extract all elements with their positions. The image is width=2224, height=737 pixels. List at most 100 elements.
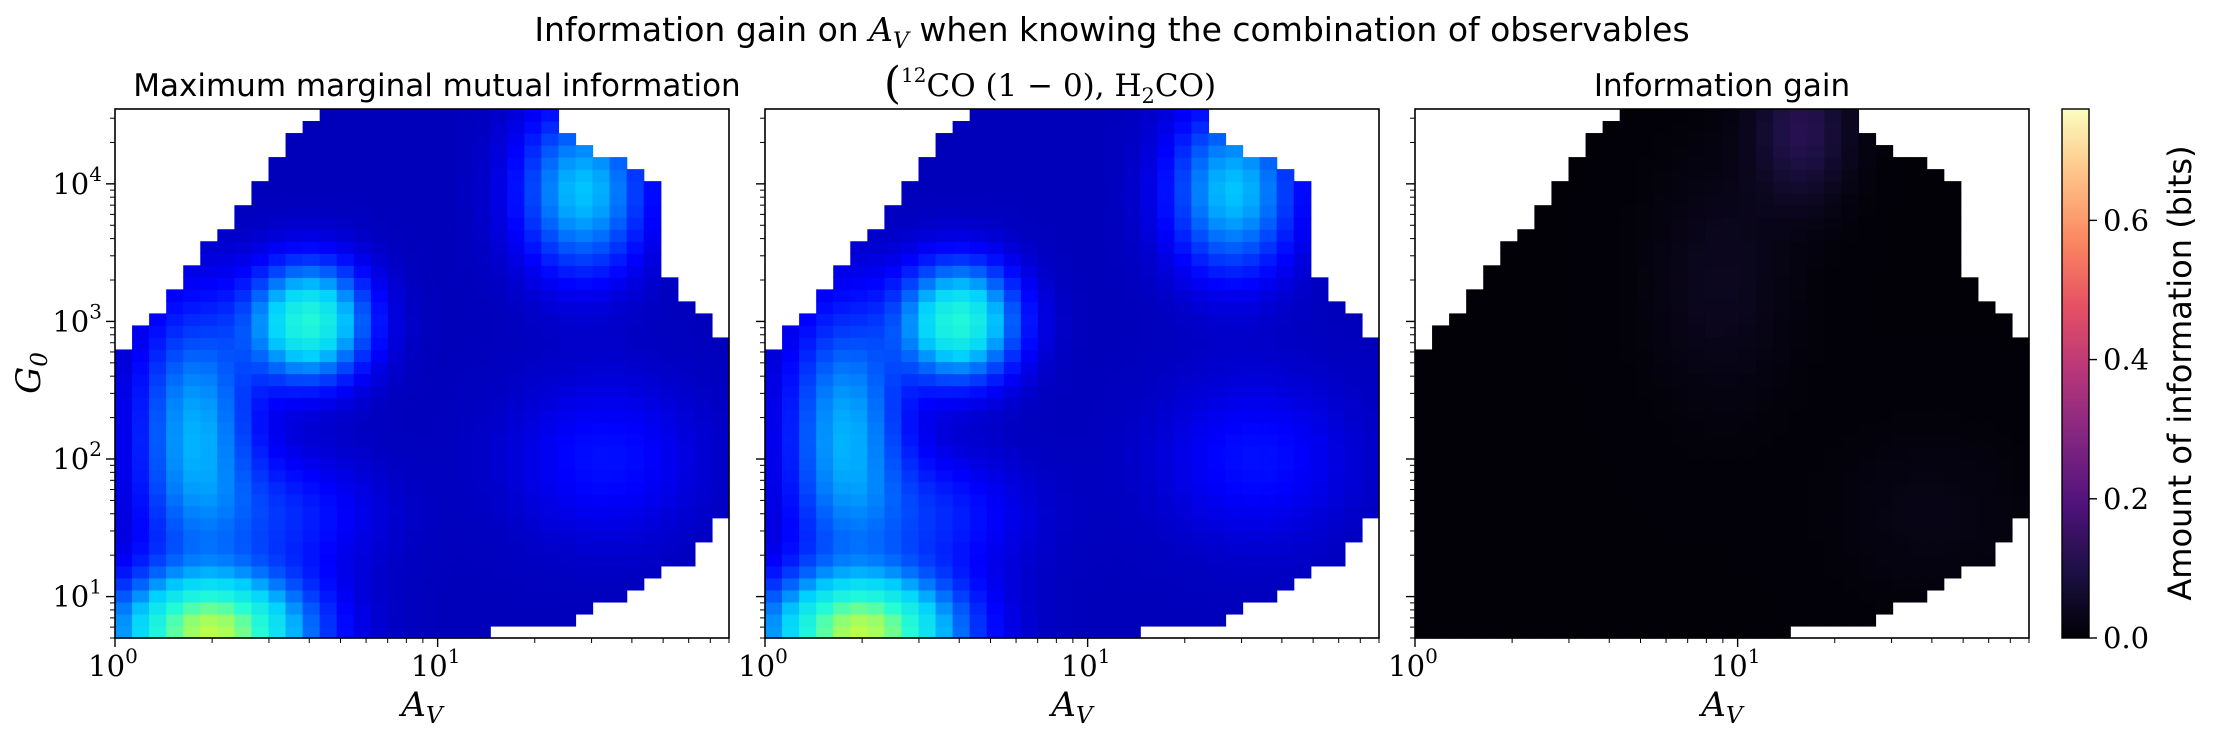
heatmap-cell [1824,505,1842,519]
heatmap-cell [1926,577,1945,591]
heatmap-cell [1790,121,1808,134]
heatmap-cell [1242,193,1261,206]
heatmap-cell [1994,481,2013,495]
heatmap-cell [1653,481,1672,495]
heatmap-cell [1089,325,1107,339]
heatmap-cell [1790,181,1808,194]
heatmap-cell [1585,385,1604,399]
heatmap-cell [1841,181,1860,194]
heatmap-cell [986,133,1005,146]
heatmap-cell [1517,265,1535,278]
heatmap-cell [507,601,525,615]
heatmap-cell [1807,601,1825,615]
heatmap-cell [1517,481,1535,495]
heatmap-cell [1500,469,1518,483]
heatmap-cell [1756,601,1774,615]
heatmap-cell [1242,505,1261,519]
heatmap-cell [952,553,971,567]
heatmap-cell [1824,289,1842,302]
heatmap-cell [490,589,508,603]
heatmap-cell [1994,373,2013,387]
heatmap-cell [850,589,868,603]
heatmap-cell [541,613,560,627]
heatmap-cell [1191,157,1210,170]
heatmap-cell [302,505,321,519]
heatmap-cell [132,577,150,591]
heatmap-cell [1585,133,1604,146]
heatmap-cell [1054,433,1073,447]
heatmap-cell [1089,373,1107,387]
heatmap-cell [816,601,834,615]
heatmap-cell [1020,457,1039,471]
heatmap-cell [986,241,1005,254]
heatmap-cell [1054,373,1073,387]
heatmap-cell [1892,229,1911,242]
heatmap-cell [1259,445,1278,459]
heatmap-cell [952,445,971,459]
heatmap-cell [1892,493,1911,507]
heatmap-cell [1926,397,1945,411]
heatmap-cell [1054,289,1073,302]
heatmap-cell [422,541,440,555]
heatmap-cell [1432,457,1450,471]
heatmap-cell [490,601,508,615]
heatmap-cell [1636,145,1655,158]
heatmap-cell [1790,337,1808,351]
heatmap-cell [1841,289,1860,302]
heatmap-cell [387,445,406,459]
heatmap-cell [285,493,304,507]
heatmap-cell [1875,313,1894,327]
heatmap-cell [1704,397,1723,411]
heatmap-cell [1517,373,1535,387]
heatmap-cell [1585,169,1604,182]
heatmap-cell [1841,589,1860,603]
heatmap-cell [387,481,406,495]
heatmap-cell [1739,613,1757,627]
heatmap-cell [1824,373,1842,387]
heatmap-cell [1568,277,1587,290]
heatmap-cell [132,469,150,483]
heatmap-cell [353,217,372,230]
heatmap-cell [884,241,903,254]
heatmap-cell [1089,133,1107,146]
heatmap-cell [1653,109,1672,122]
heatmap-cell [524,241,542,254]
heatmap-cell [1208,553,1227,567]
heatmap-cell [1602,493,1621,507]
heatmap-cell [901,373,920,387]
heatmap-cell [1293,517,1312,531]
heatmap-cell [558,481,577,495]
heatmap-cell [1977,385,1996,399]
heatmap-cell [166,625,184,639]
heatmap-cell [1807,265,1825,278]
heatmap-cell [1500,361,1518,375]
heatmap-cell [336,409,355,423]
heatmap-cell [1191,505,1210,519]
heatmap-cell [166,313,184,327]
heatmap-cell [626,445,645,459]
heatmap-cell [918,349,937,363]
heatmap-cell [404,361,423,375]
heatmap-cell [268,229,287,242]
heatmap-cell [1466,397,1484,411]
heatmap-cell [1020,553,1039,567]
heatmap-cell [1089,229,1107,242]
heatmap-cell [1824,145,1842,158]
heatmap-cell [285,157,304,170]
heatmap-cell [1072,133,1090,146]
heatmap-cell [1037,397,1056,411]
heatmap-cell [1259,241,1278,254]
heatmap-cell [251,385,270,399]
heatmap-cell [1585,157,1604,170]
heatmap-cell [1174,541,1192,555]
heatmap-cell [1483,505,1501,519]
heatmap-cell [1841,205,1860,218]
heatmap-cell [969,265,988,278]
heatmap-cell [234,337,253,351]
heatmap-cell [1875,421,1894,435]
heatmap-cell [850,253,868,266]
heatmap-cell [765,349,783,363]
heatmap-cell [319,313,338,327]
heatmap-cell [867,241,885,254]
heatmap-cell [1858,469,1877,483]
